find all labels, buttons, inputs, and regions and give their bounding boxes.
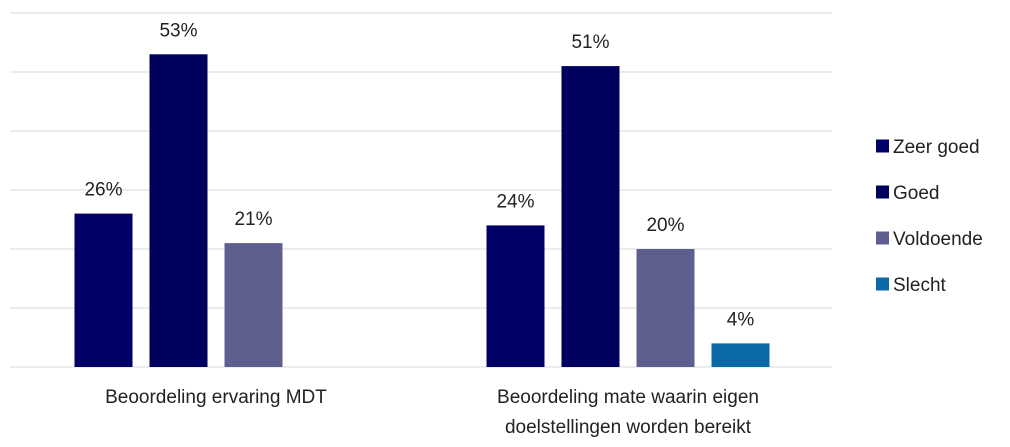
legend-swatch <box>876 277 889 291</box>
data-label: 20% <box>646 215 684 236</box>
legend-swatch <box>876 139 889 153</box>
category-label: Beoordeling mate waarin eigen <box>497 387 759 408</box>
category-label: doelstellingen worden bereikt <box>505 417 752 438</box>
bar-goed <box>149 54 208 368</box>
bar-zeer-goed <box>486 225 545 367</box>
bars <box>74 54 770 368</box>
legend-swatch <box>876 231 889 245</box>
bar-slecht <box>711 343 770 367</box>
legend-label: Voldoende <box>893 229 983 250</box>
category-labels: Beoordeling ervaring MDT Beoordeling mate… <box>105 387 759 438</box>
data-label: 26% <box>84 180 122 201</box>
data-label: 21% <box>234 209 272 230</box>
data-label: 24% <box>496 191 534 212</box>
legend-swatch <box>876 185 889 199</box>
bar-goed <box>561 66 620 367</box>
legend-label: Zeer goed <box>893 137 980 158</box>
gridlines <box>10 12 832 368</box>
bar-zeer-goed <box>74 213 133 367</box>
category-label: Beoordeling ervaring MDT <box>105 387 327 408</box>
bar-voldoende <box>636 249 695 367</box>
data-label: 53% <box>159 20 197 41</box>
legend: Zeer goed Goed Voldoende Slecht <box>876 137 983 296</box>
bar-voldoende <box>224 243 283 367</box>
data-labels: 26% 53% 21% 24% 51% 20% 4% <box>84 20 754 330</box>
legend-label: Slecht <box>893 275 947 296</box>
legend-label: Goed <box>893 183 939 204</box>
data-label: 4% <box>727 309 755 330</box>
data-label: 51% <box>571 32 609 53</box>
